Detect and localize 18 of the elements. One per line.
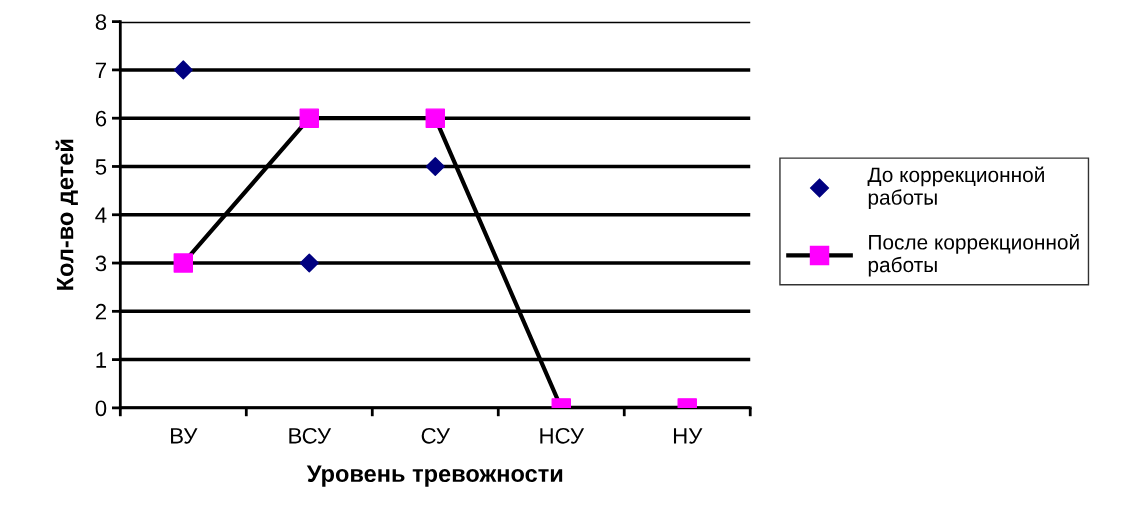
y-tick-label: 0	[95, 400, 107, 417]
y-axis-title: Кол-во детей	[55, 139, 78, 290]
x-tick-label: ВУ	[171, 428, 198, 444]
x-tick-label: ВСУ	[289, 427, 332, 444]
y-tick-label: 4	[95, 207, 107, 223]
y-tick-label: 1	[96, 352, 107, 368]
y-tick-label: 3	[95, 255, 107, 272]
legend-label: После коррекционной работы	[868, 233, 1079, 277]
y-tick-label: 6	[95, 110, 107, 127]
x-tick-label: НСУ	[540, 427, 585, 444]
x-tick-label: СУ	[421, 427, 451, 444]
y-tick-label: 8	[95, 14, 107, 30]
x-axis-title: Уровень тревожности	[306, 465, 563, 487]
y-tick-label: 2	[95, 303, 106, 320]
x-tick-label: НУ	[673, 428, 703, 444]
y-tick-label: 7	[95, 62, 106, 78]
legend-label: До коррекционной работы	[867, 166, 1044, 209]
y-tick-label: 5	[95, 159, 107, 175]
